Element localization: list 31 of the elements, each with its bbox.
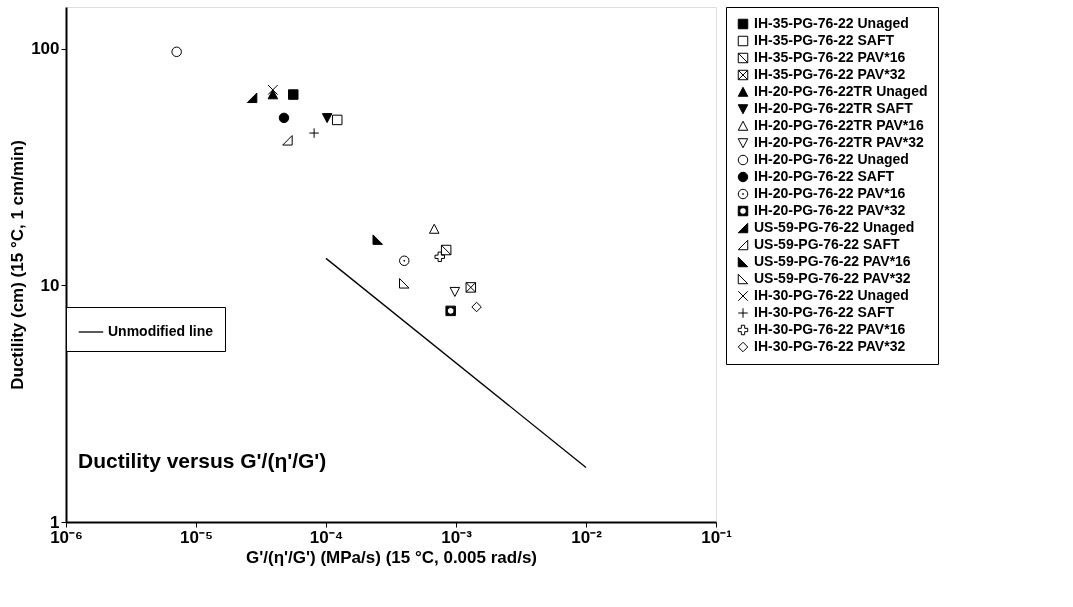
legend-label: Unmodified line xyxy=(108,323,214,339)
y-axis-title: Ductility (cm) (15 °C, 1 cm/min) xyxy=(8,140,28,390)
legend-label: IH-20-PG-76-22 Unaged xyxy=(754,151,909,167)
legend-label: IH-20-PG-76-22 SAFT xyxy=(754,168,895,184)
legend-label: IH-20-PG-76-22 PAV*32 xyxy=(754,202,906,218)
legend-label: IH-35-PG-76-22 PAV*16 xyxy=(754,49,906,65)
x-tick-label: 10⁻³ xyxy=(441,527,473,547)
x-tick-label: 10⁻² xyxy=(571,527,603,547)
legend-label: IH-20-PG-76-22TR PAV*16 xyxy=(754,117,925,133)
y-tick-label: 10 xyxy=(40,275,60,295)
x-tick-label: 10⁻⁵ xyxy=(180,527,213,547)
y-tick-label: 100 xyxy=(31,39,60,59)
legend-label: IH-20-PG-76-22TR PAV*32 xyxy=(754,134,925,150)
legend-label: IH-30-PG-76-22 Unaged xyxy=(754,287,909,303)
legend-label: US-59-PG-76-22 Unaged xyxy=(754,219,915,235)
legend-label: IH-30-PG-76-22 PAV*16 xyxy=(754,321,906,337)
legend-label: US-59-PG-76-22 SAFT xyxy=(754,236,900,252)
legend-label: IH-20-PG-76-22TR Unaged xyxy=(754,83,928,99)
x-tick-label: 10⁻⁴ xyxy=(309,527,344,547)
legend-label: IH-30-PG-76-22 PAV*32 xyxy=(754,338,906,354)
legend-label: IH-20-PG-76-22 PAV*16 xyxy=(754,185,906,201)
legend-label: IH-35-PG-76-22 PAV*32 xyxy=(754,66,906,82)
legend-label: IH-35-PG-76-22 Unaged xyxy=(754,15,909,31)
legend-label: US-59-PG-76-22 PAV*16 xyxy=(754,253,911,269)
legend-label: IH-20-PG-76-22TR SAFT xyxy=(754,100,914,116)
text: Ductility versus G'/(η'/G') xyxy=(78,449,327,472)
legend-label: US-59-PG-76-22 PAV*32 xyxy=(754,270,911,286)
legend-label: IH-35-PG-76-22 SAFT xyxy=(754,32,895,48)
x-axis-title: G'/(η'/G') (MPa/s) (15 °C, 0.005 rad/s) xyxy=(245,547,538,567)
legend-label: IH-30-PG-76-22 SAFT xyxy=(754,304,895,320)
x-tick-label: 10⁻¹ xyxy=(701,527,733,547)
